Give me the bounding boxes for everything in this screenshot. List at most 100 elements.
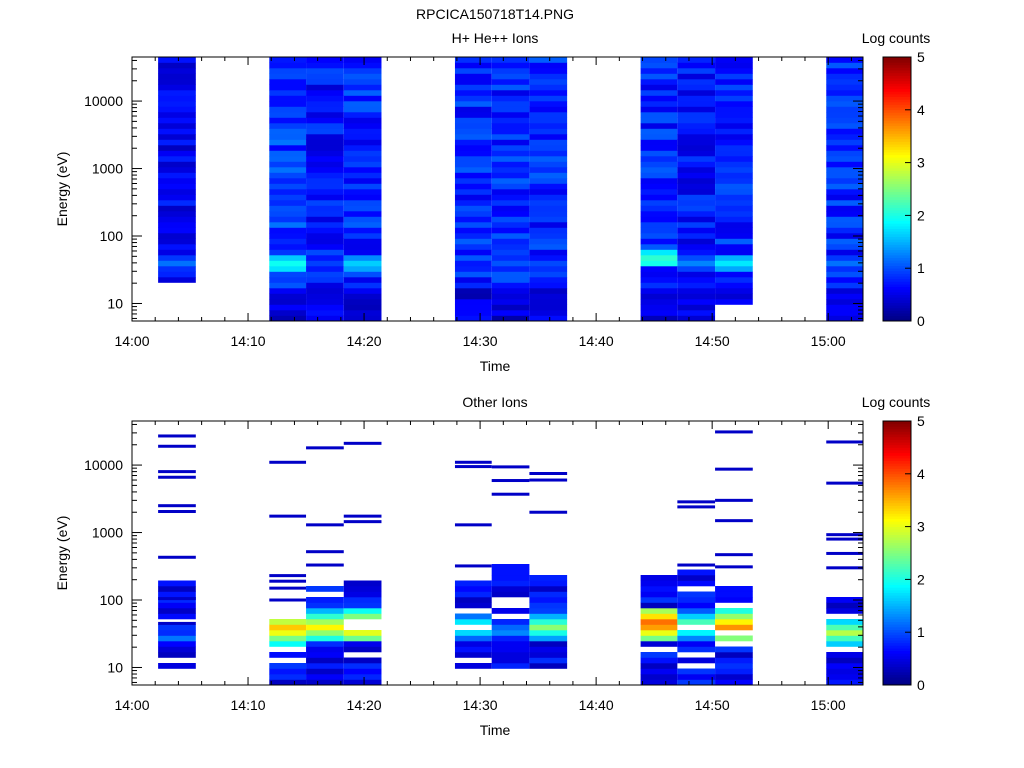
spectrogram-cell [826,128,863,135]
spectrogram-cell [454,266,492,272]
spectrogram-cell [158,95,196,102]
spectrogram-cell [640,95,678,102]
colorbar-segment [883,576,911,580]
colorbar-tick-label: 2 [917,207,925,223]
spectrogram-cell [715,657,753,664]
spectrogram-cell [454,238,492,245]
spectrogram-cell [269,106,307,113]
spectrogram-cell [269,167,307,173]
spectrogram-cell [158,580,196,587]
spectrogram-cell [158,586,196,592]
colorbar-segment [883,645,911,649]
spectrogram-cell [269,172,307,179]
colorbar-segment [883,191,911,195]
spectrogram-cell [491,101,530,107]
spectrogram-cell [343,95,382,102]
spectrogram-cell [306,635,344,642]
spectrogram-cell [640,128,678,135]
spectrogram-cell [529,646,568,653]
spectrogram-cell [826,205,863,212]
y-tick-label: 10 [107,659,123,675]
spectrogram-cell [491,586,530,592]
spectrogram-cell [269,128,307,135]
colorbar-segment [883,473,911,477]
spectrogram-cell [529,106,568,113]
colorbar-segment [883,318,911,322]
spectrogram-cell [454,57,492,63]
colorbar-segment [883,315,911,319]
spectrogram-cell [529,156,568,162]
spectrogram-cell [491,608,530,614]
colorbar-segment [883,241,911,245]
spectrogram-cell [529,315,568,322]
colorbar-segment [883,558,911,562]
spectrogram-cell [306,630,344,636]
x-tick-label: 14:10 [231,333,266,349]
spectrogram-cell [826,310,863,316]
spectrogram-cell [343,630,382,636]
spectrogram-cell [491,233,530,239]
colorbar-segment [883,276,911,280]
spectrogram-cell [491,167,530,173]
spectrogram-cell [826,161,863,168]
count-line [306,550,344,554]
spectrogram-cell [826,282,863,289]
spectrogram-cell [715,613,753,620]
spectrogram-cell [715,156,753,162]
x-tick-label: 14:50 [695,333,730,349]
colorbar-segment [883,186,911,190]
spectrogram-cell [158,112,196,118]
spectrogram-cell [715,293,753,300]
colorbar-segment [883,682,911,686]
spectrogram-cell [454,315,492,322]
colorbar-segment [883,603,911,607]
spectrogram-cell [343,145,382,151]
spectrogram-cell [306,646,344,653]
spectrogram-cell [677,79,716,85]
spectrogram-cell [269,260,307,267]
spectrogram-cell [677,657,716,664]
spectrogram-cell [491,194,530,201]
spectrogram-cell [529,602,568,609]
colorbar-segment [883,297,911,301]
spectrogram-cell [677,84,716,91]
colorbar-segment [883,642,911,646]
spectrogram-cell [491,205,530,212]
colorbar-segment [883,592,911,596]
spectrogram-cell [491,238,530,245]
colorbar-segment [883,663,911,667]
spectrogram-cell [306,277,344,283]
spectrogram-cell [529,189,568,195]
colorbar-segment [883,574,911,578]
spectrogram-cell [640,194,678,201]
spectrogram-cell [269,205,307,212]
spectrogram-cell [306,657,344,664]
spectrogram-cell [454,73,492,80]
spectrogram-cell [491,249,530,256]
spectrogram-cell [306,619,344,625]
spectrogram-cell [677,277,716,283]
spectrogram-cell [454,288,492,294]
spectrogram-cell [529,293,568,300]
spectrogram-cell [640,266,678,272]
colorbar-segment [883,653,911,657]
spectrogram-cell [343,112,382,118]
spectrogram-cell [491,178,530,184]
spectrogram-cell [269,145,307,151]
spectrogram-cell [158,101,196,107]
spectrogram-cell [715,652,753,658]
spectrogram-cell [529,211,568,217]
spectrogram-cell [529,652,568,658]
spectrogram-cell [454,101,492,107]
spectrogram-cell [158,161,196,168]
colorbar-segment [883,260,911,264]
spectrogram-cell [715,112,753,118]
spectrogram-cell [677,227,716,234]
spectrogram-cell [269,117,307,124]
colorbar-segment [883,125,911,129]
spectrogram-cell [306,167,344,173]
spectrogram-cell [343,167,382,173]
y-tick-label: 10 [107,295,123,311]
spectrogram-cell [529,657,568,664]
spectrogram-cell [269,266,307,272]
